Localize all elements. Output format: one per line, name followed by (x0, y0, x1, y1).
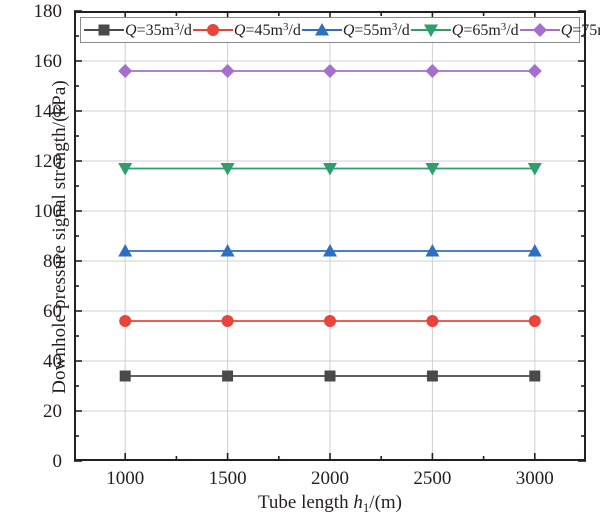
legend-label-4: Q=75m3/d (560, 22, 600, 39)
legend-exponent: 3 (391, 20, 398, 33)
data-point-marker (425, 64, 440, 78)
x-tick-label: 2000 (311, 468, 349, 489)
legend-symbol-Q: Q (125, 21, 137, 39)
data-point-marker (314, 23, 329, 36)
legend-marker-glyph (206, 24, 219, 36)
plot-area (74, 10, 586, 462)
x-tick-label: 3000 (515, 468, 554, 489)
data-point-marker (118, 163, 133, 176)
y-tick-label: 0 (52, 451, 63, 472)
y-tick-label: 80 (43, 251, 62, 272)
legend-label-1: Q=45m3/d (233, 20, 302, 39)
x-tick-label: 2500 (413, 468, 452, 489)
legend-marker-glyph (98, 24, 110, 36)
y-tick-label: 40 (43, 351, 62, 372)
data-point-marker (118, 64, 133, 78)
data-point-marker (426, 370, 438, 382)
data-point-marker (98, 24, 110, 36)
x-axis-title-prefix: Tube length (257, 492, 354, 513)
x-axis-title-subscript: 1 (362, 499, 370, 515)
legend-entry-1[interactable]: Q=45m3/d (192, 20, 302, 39)
data-point-marker (323, 64, 337, 78)
y-tick-label: 180 (33, 1, 63, 22)
y-tick-label: 160 (33, 51, 63, 72)
data-point-marker (527, 244, 542, 257)
legend-marker-glyph (532, 23, 547, 37)
data-point-marker (118, 244, 133, 257)
data-point-marker (221, 315, 234, 327)
data-point-marker (323, 244, 337, 257)
legend-marker-triangle-down-icon (410, 21, 451, 39)
data-point-marker (425, 244, 440, 257)
legend-value: =75m (572, 21, 600, 39)
legend-marker-triangle-up-icon (301, 21, 342, 39)
data-point-marker (220, 163, 235, 176)
legend-label-2: Q=55m3/d (342, 20, 411, 39)
x-tick-label: 1000 (106, 468, 145, 489)
data-point-marker (532, 23, 547, 37)
data-point-marker (425, 163, 440, 176)
legend-unit-suffix: /d (179, 21, 192, 39)
legend-value: =35m (136, 21, 175, 39)
legend-exponent: 3 (282, 20, 289, 33)
data-point-marker (222, 370, 234, 382)
data-point-marker (529, 370, 541, 382)
y-tick-label: 140 (33, 101, 63, 122)
x-axis-title-suffix: /(m) (369, 492, 403, 513)
data-point-marker (527, 64, 542, 78)
x-axis-title: Tube length h1/(m) (74, 492, 586, 516)
data-point-marker (323, 163, 337, 176)
x-tick-label: 1500 (208, 468, 247, 489)
legend-marker-diamond-icon (519, 21, 560, 39)
legend-exponent: 3 (174, 20, 180, 33)
legend-marker-square-icon (84, 21, 124, 39)
legend-unit-suffix: /d (397, 21, 410, 39)
legend-exponent: 3 (500, 20, 507, 33)
y-tick-label: 60 (43, 301, 62, 322)
y-tick-label: 100 (33, 201, 63, 222)
data-point-marker (423, 24, 438, 37)
y-tick-label: 20 (43, 401, 62, 422)
legend-marker-circle-icon (192, 21, 233, 39)
legend-unit-suffix: /d (288, 21, 301, 39)
data-point-marker (324, 315, 336, 327)
legend-value: =55m (354, 21, 392, 39)
x-axis-title-variable: h (353, 492, 363, 513)
data-point-marker (324, 370, 336, 382)
legend-symbol-Q: Q (451, 21, 464, 39)
legend-symbol-Q: Q (342, 21, 355, 39)
legend-marker-glyph (314, 23, 329, 36)
legend-unit-suffix: /d (506, 21, 519, 39)
legend-symbol-Q: Q (560, 21, 573, 39)
data-point-marker (527, 163, 542, 176)
legend-value: =45m (245, 21, 283, 39)
legend-entry-2[interactable]: Q=55m3/d (301, 20, 411, 39)
data-point-marker (426, 315, 439, 327)
y-tick-label: 120 (33, 151, 63, 172)
legend-symbol-Q: Q (233, 21, 246, 39)
data-point-marker (220, 64, 235, 78)
data-point-marker (528, 315, 541, 327)
legend-label-0: Q=35m3/d (124, 20, 193, 39)
legend-label-3: Q=65m3/d (451, 20, 520, 39)
data-point-marker (119, 315, 132, 327)
legend-entry-4[interactable]: Q=75m3/d (519, 21, 600, 39)
legend-entry-0[interactable]: Q=35m3/d (84, 21, 193, 39)
legend-marker-glyph (423, 24, 438, 37)
data-point-marker (220, 244, 235, 257)
legend-entry-3[interactable]: Q=65m3/d (410, 20, 520, 39)
chart-legend: Q=35m3/dQ=45m3/dQ=55m3/dQ=65m3/dQ=75m3/d (80, 17, 600, 43)
data-point-marker (206, 24, 219, 36)
legend-value: =65m (463, 21, 501, 39)
data-point-marker (119, 370, 131, 382)
